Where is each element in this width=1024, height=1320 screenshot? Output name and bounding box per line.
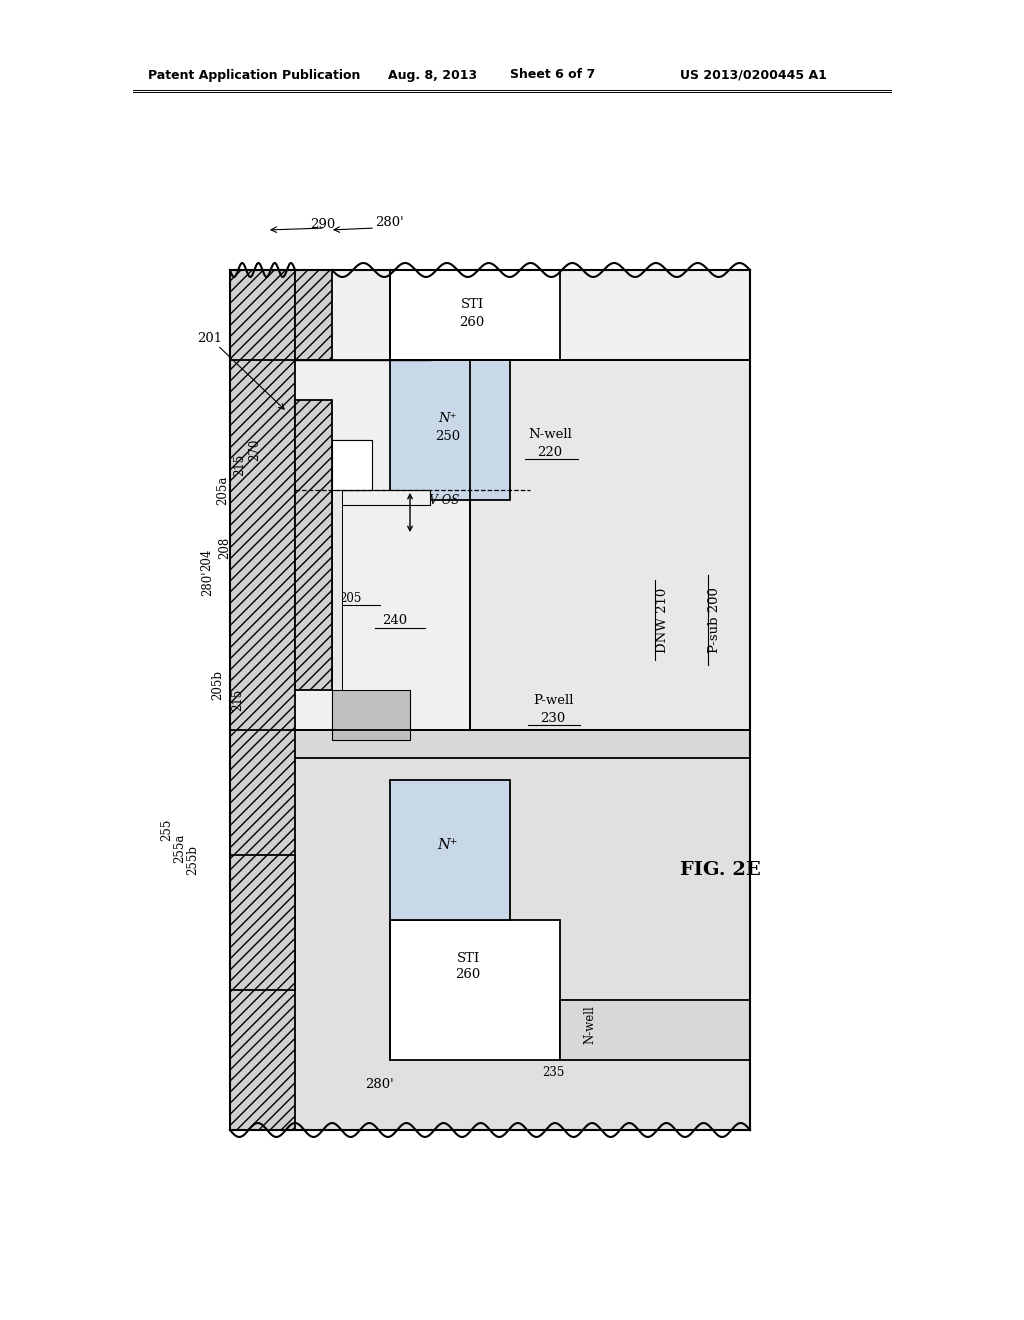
Text: N-well: N-well xyxy=(528,429,572,441)
Text: 205a: 205a xyxy=(216,475,229,504)
Text: 280': 280' xyxy=(202,570,214,595)
Bar xyxy=(230,730,750,758)
Bar xyxy=(332,490,342,690)
Bar xyxy=(560,1001,750,1060)
Text: 235: 235 xyxy=(542,1065,564,1078)
Text: 255a: 255a xyxy=(173,833,186,863)
Text: N-well: N-well xyxy=(584,1006,597,1044)
Bar xyxy=(295,490,430,506)
Bar xyxy=(295,400,332,690)
Text: Sheet 6 of 7: Sheet 6 of 7 xyxy=(510,69,595,82)
Text: STI: STI xyxy=(461,298,483,312)
Text: Aug. 8, 2013: Aug. 8, 2013 xyxy=(388,69,477,82)
Text: 250: 250 xyxy=(435,430,461,444)
Bar xyxy=(332,690,410,741)
Text: 260: 260 xyxy=(456,969,480,982)
Text: 205b: 205b xyxy=(212,671,224,700)
Bar xyxy=(295,271,332,360)
Text: 215: 215 xyxy=(233,454,247,477)
Bar xyxy=(332,440,370,490)
Text: 260: 260 xyxy=(460,315,484,329)
Text: US 2013/0200445 A1: US 2013/0200445 A1 xyxy=(680,69,826,82)
Text: 290: 290 xyxy=(309,219,335,231)
Bar xyxy=(390,360,510,500)
Bar xyxy=(230,758,750,1130)
Text: 240: 240 xyxy=(382,614,408,627)
Bar xyxy=(390,780,510,920)
Text: 255b: 255b xyxy=(186,845,200,875)
Text: 230: 230 xyxy=(541,711,565,725)
Text: N⁺: N⁺ xyxy=(437,838,459,851)
Text: DNW 210: DNW 210 xyxy=(655,587,669,652)
Text: N⁺: N⁺ xyxy=(438,412,458,425)
Text: 270: 270 xyxy=(249,438,261,461)
Text: 275: 275 xyxy=(334,461,356,474)
Bar xyxy=(230,271,295,1130)
Bar xyxy=(470,360,750,730)
Bar xyxy=(390,920,560,1060)
Text: 280': 280' xyxy=(376,215,404,228)
Text: OV OS: OV OS xyxy=(420,494,459,507)
Text: 204: 204 xyxy=(201,549,213,572)
Bar xyxy=(332,440,372,490)
Text: 220: 220 xyxy=(538,446,562,458)
Bar xyxy=(390,271,560,360)
Text: STI: STI xyxy=(457,952,479,965)
Bar xyxy=(230,271,750,1130)
Text: 280': 280' xyxy=(366,1078,394,1092)
Bar xyxy=(230,271,750,1130)
Text: FIG. 2E: FIG. 2E xyxy=(680,861,761,879)
Text: 205: 205 xyxy=(339,591,361,605)
Text: P-sub 200: P-sub 200 xyxy=(709,587,722,653)
Text: 255: 255 xyxy=(161,818,173,841)
Text: 201: 201 xyxy=(198,331,284,409)
Text: 215: 215 xyxy=(231,689,245,711)
Text: P-well: P-well xyxy=(532,693,573,706)
Text: 208: 208 xyxy=(218,537,231,560)
Text: Patent Application Publication: Patent Application Publication xyxy=(148,69,360,82)
Bar xyxy=(230,855,295,990)
